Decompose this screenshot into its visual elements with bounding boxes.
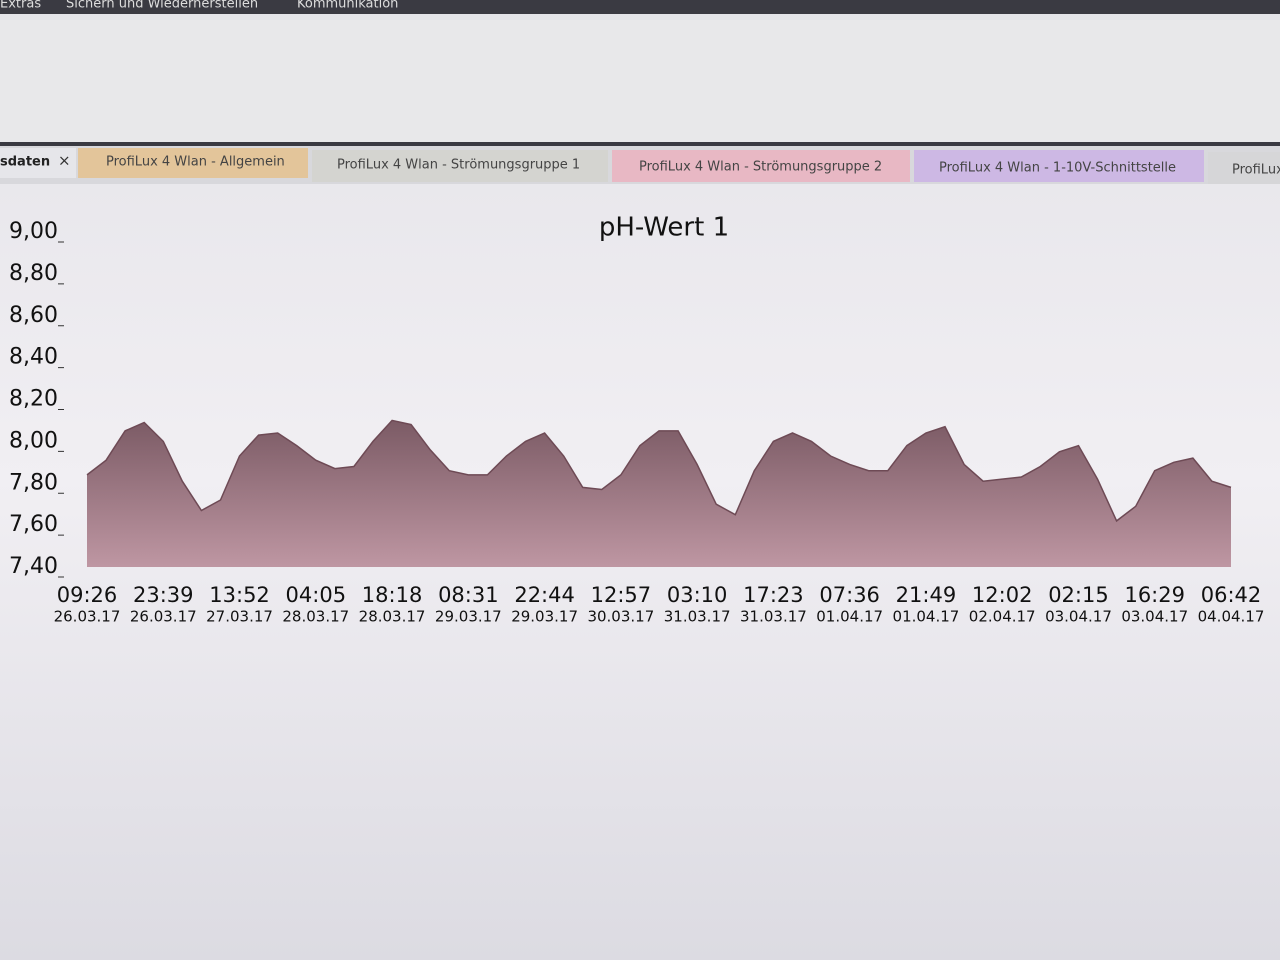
menu-item[interactable]: Kommunikation (297, 0, 398, 12)
x-tick-label: 02:15 (1048, 583, 1109, 607)
x-tick-date: 01.04.17 (893, 608, 960, 626)
x-tick-label: 12:57 (591, 583, 652, 607)
x-tick-label: 12:02 (972, 583, 1033, 607)
x-tick-label: 17:23 (743, 583, 804, 607)
x-tick-date: 28.03.17 (282, 608, 349, 626)
x-tick-date: 04.04.17 (1198, 608, 1265, 626)
y-tick-label: 8,80 (9, 261, 58, 286)
y-tick-label: 8,20 (9, 387, 58, 412)
separator (0, 142, 1280, 146)
x-tick-label: 18:18 (362, 583, 423, 607)
menu-item[interactable]: Extras (0, 0, 41, 12)
tab-label: ProfiLux 4 Wlan - Strömungsgruppe 1 (337, 158, 580, 173)
x-tick-label: 07:36 (819, 583, 880, 607)
tab-label: ProfiLux 4 Wlan - Strömungsgruppe 2 (639, 160, 882, 175)
toolbar (0, 20, 1280, 142)
x-tick-date: 03.04.17 (1121, 608, 1188, 626)
x-tick-date: 31.03.17 (740, 608, 807, 626)
x-tick-label: 09:26 (57, 583, 118, 607)
x-tick-label: 08:31 (438, 583, 499, 607)
tab[interactable] (612, 150, 910, 182)
x-tick-date: 27.03.17 (206, 608, 273, 626)
x-tick-label: 04:05 (286, 583, 347, 607)
y-tick-label: 7,80 (9, 470, 58, 495)
y-tick-label: 8,60 (9, 303, 58, 328)
x-tick-label: 06:42 (1201, 583, 1262, 607)
x-tick-label: 21:49 (896, 583, 957, 607)
x-tick-label: 16:29 (1124, 583, 1185, 607)
x-tick-date: 26.03.17 (130, 608, 197, 626)
tab-label: ProfiLux 4 Wlan - 1-10V-Schnittstelle (939, 161, 1176, 176)
x-tick-date: 02.04.17 (969, 608, 1036, 626)
tab-close[interactable]: × (58, 152, 71, 170)
tab[interactable] (914, 150, 1204, 182)
y-tick-label: 7,60 (9, 512, 58, 537)
y-tick-label: 9,00 (9, 219, 58, 244)
x-tick-label: 03:10 (667, 583, 728, 607)
tab[interactable] (1208, 152, 1280, 184)
x-tick-label: 13:52 (209, 583, 270, 607)
tab-label: ProfiLux 4 Wlan - Allgemein (106, 155, 285, 170)
x-tick-date: 01.04.17 (816, 608, 883, 626)
menu-bar (0, 0, 1280, 14)
x-tick-label: 22:44 (514, 583, 575, 607)
tab-label: sdaten (0, 155, 50, 170)
y-tick-label: 8,00 (9, 428, 58, 453)
y-tick-label: 7,40 (9, 554, 58, 579)
x-tick-date: 28.03.17 (359, 608, 426, 626)
tab-label: ProfiLux (1232, 163, 1280, 178)
x-tick-date: 31.03.17 (664, 608, 731, 626)
line (86, 419, 1232, 523)
chart-title: pH-Wert 1 (599, 213, 729, 243)
x-tick-label: 23:39 (133, 583, 194, 607)
x-tick-date: 29.03.17 (511, 608, 578, 626)
x-tick-date: 26.03.17 (54, 608, 121, 626)
x-tick-date: 30.03.17 (587, 608, 654, 626)
menu-item[interactable]: Sichern und Wiederherstellen (66, 0, 258, 12)
area (87, 420, 1231, 567)
y-tick-label: 8,40 (9, 345, 58, 370)
tab[interactable] (312, 150, 608, 182)
tab[interactable] (0, 148, 76, 178)
x-tick-date: 03.04.17 (1045, 608, 1112, 626)
tab[interactable] (78, 148, 308, 178)
x-tick-date: 29.03.17 (435, 608, 502, 626)
